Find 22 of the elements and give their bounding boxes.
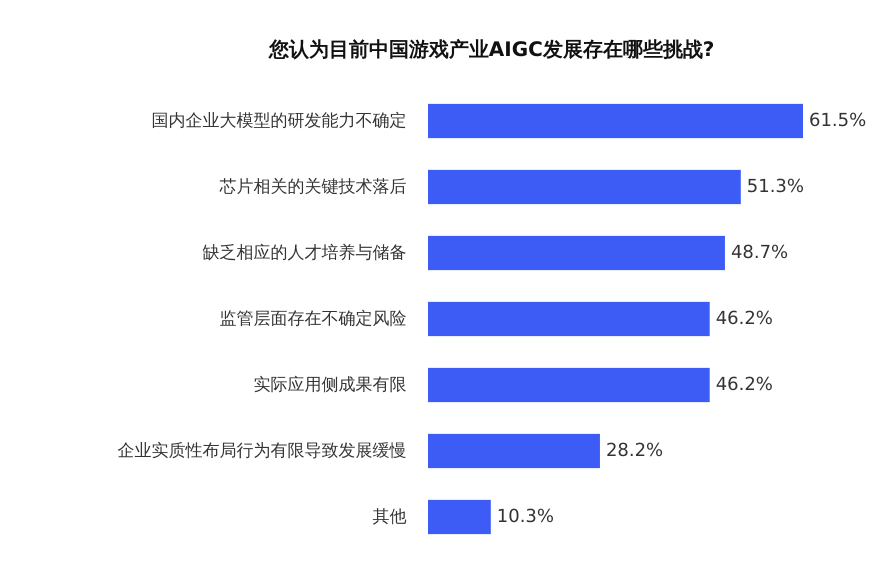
chart-title: 您认为目前中国游戏产业AIGC发展存在哪些挑战? xyxy=(268,37,714,61)
data-label: 46.2% xyxy=(716,308,773,329)
data-label: 51.3% xyxy=(746,176,804,197)
bar xyxy=(428,104,803,138)
data-label: 10.3% xyxy=(496,506,554,527)
y-tick-label: 企业实质性布局行为有限导致发展缓慢 xyxy=(118,441,406,461)
bar xyxy=(428,170,741,204)
y-tick-label: 芯片相关的关键技术落后 xyxy=(218,177,406,197)
y-tick-label: 监管层面存在不确定风险 xyxy=(220,309,406,329)
data-label: 48.7% xyxy=(730,242,788,263)
bar xyxy=(428,368,710,402)
data-label: 28.2% xyxy=(606,440,664,461)
data-label: 46.2% xyxy=(716,374,773,395)
data-label: 61.5% xyxy=(809,110,866,131)
y-tick-label: 其他 xyxy=(372,507,406,527)
bar xyxy=(428,434,600,468)
y-tick-label: 实际应用侧成果有限 xyxy=(254,375,406,395)
y-tick-label: 缺乏相应的人才培养与储备 xyxy=(202,243,406,263)
bar xyxy=(428,500,491,534)
bar xyxy=(428,302,710,336)
bar xyxy=(428,236,725,270)
y-tick-label: 国内企业大模型的研发能力不确定 xyxy=(152,111,406,131)
